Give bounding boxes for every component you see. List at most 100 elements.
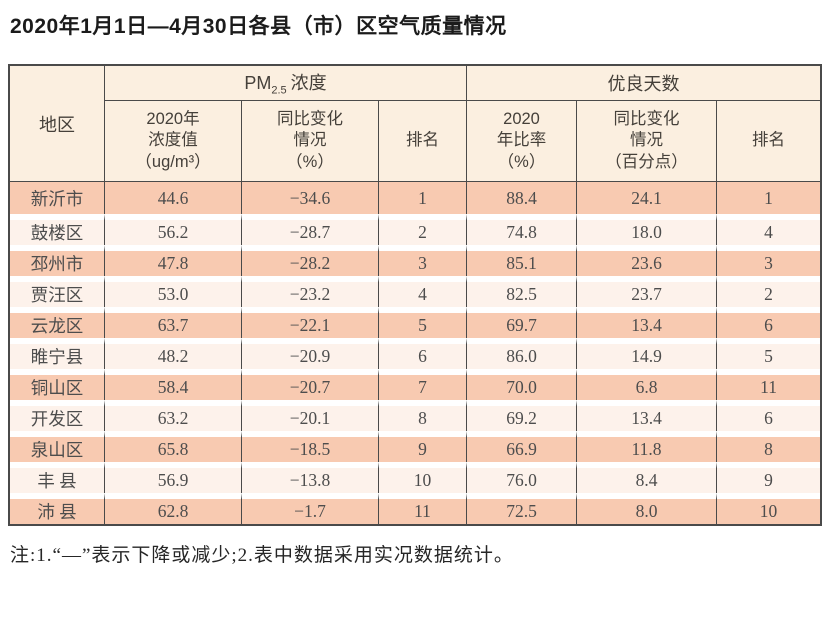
cell: 5: [379, 307, 468, 338]
table-row: 开发区 63.2 −20.1 8 69.2 13.4 6: [10, 400, 821, 431]
region-cell: 邳州市: [10, 245, 105, 276]
cell: 86.0: [467, 338, 578, 369]
cell: 18.0: [577, 214, 718, 245]
cell: 65.8: [105, 431, 242, 462]
header-pm25-group: PM2.5 浓度: [105, 66, 468, 100]
cell: 85.1: [467, 245, 578, 276]
table-row: 鼓楼区 56.2 −28.7 2 74.8 18.0 4: [10, 214, 821, 245]
cell: 1: [717, 181, 821, 214]
cell: 23.6: [577, 245, 718, 276]
cell: −28.2: [242, 245, 379, 276]
page-title: 2020年1月1日—4月30日各县（市）区空气质量情况: [10, 15, 507, 38]
cell: −20.1: [242, 400, 379, 431]
cell: 4: [717, 214, 821, 245]
cell: 88.4: [467, 181, 578, 214]
region-cell: 沛 县: [10, 493, 105, 524]
cell: 56.9: [105, 462, 242, 493]
cell: 13.4: [577, 307, 718, 338]
cell: 6.8: [577, 369, 718, 400]
cell: 69.2: [467, 400, 578, 431]
header-days-rank: 排名: [717, 100, 821, 181]
cell: 2: [379, 214, 468, 245]
cell: 11: [379, 493, 468, 524]
region-cell: 云龙区: [10, 307, 105, 338]
cell: 24.1: [577, 181, 718, 214]
header-pm25-change: 同比变化 情况 （%）: [242, 100, 379, 181]
cell: 69.7: [467, 307, 578, 338]
cell: 6: [379, 338, 468, 369]
cell: 70.0: [467, 369, 578, 400]
table-row: 丰 县 56.9 −13.8 10 76.0 8.4 9: [10, 462, 821, 493]
cell: 44.6: [105, 181, 242, 214]
pm25-subscript: 2.5: [271, 84, 287, 97]
header-days-change: 同比变化 情况 （百分点）: [577, 100, 718, 181]
cell: 82.5: [467, 276, 578, 307]
header-pm25-rank: 排名: [379, 100, 468, 181]
header-days-rate: 2020 年比率 （%）: [467, 100, 578, 181]
cell: −18.5: [242, 431, 379, 462]
cell: 2: [717, 276, 821, 307]
cell: −23.2: [242, 276, 379, 307]
cell: 63.2: [105, 400, 242, 431]
cell: 23.7: [577, 276, 718, 307]
region-cell: 开发区: [10, 400, 105, 431]
table-row: 泉山区 65.8 −18.5 9 66.9 11.8 8: [10, 431, 821, 462]
cell: 10: [379, 462, 468, 493]
header-region: 地区: [10, 66, 105, 181]
header-good-days-group: 优良天数: [467, 66, 821, 100]
cell: −20.9: [242, 338, 379, 369]
cell: 6: [717, 307, 821, 338]
cell: 1: [379, 181, 468, 214]
cell: 10: [717, 493, 821, 524]
cell: 8.0: [577, 493, 718, 524]
cell: 76.0: [467, 462, 578, 493]
cell: 8.4: [577, 462, 718, 493]
page: 2020年1月1日—4月30日各县（市）区空气质量情况 地区 PM2.5 浓度 优…: [8, 15, 823, 566]
cell: 11.8: [577, 431, 718, 462]
cell: 7: [379, 369, 468, 400]
cell: 47.8: [105, 245, 242, 276]
region-cell: 铜山区: [10, 369, 105, 400]
cell: 72.5: [467, 493, 578, 524]
region-cell: 贾汪区: [10, 276, 105, 307]
cell: 48.2: [105, 338, 242, 369]
cell: 66.9: [467, 431, 578, 462]
cell: 5: [717, 338, 821, 369]
cell: 14.9: [577, 338, 718, 369]
footnote: 注:1.“—”表示下降或减少;2.表中数据采用实况数据统计。: [10, 545, 514, 566]
region-cell: 泉山区: [10, 431, 105, 462]
cell: 74.8: [467, 214, 578, 245]
cell: −1.7: [242, 493, 379, 524]
pm25-suffix: 浓度: [290, 73, 327, 94]
table-row: 沛 县 62.8 −1.7 11 72.5 8.0 10: [10, 493, 821, 524]
table-row: 邳州市 47.8 −28.2 3 85.1 23.6 3: [10, 245, 821, 276]
table-row: 新沂市 44.6 −34.6 1 88.4 24.1 1: [10, 181, 821, 214]
cell: 9: [717, 462, 821, 493]
table-header: 地区 PM2.5 浓度 优良天数 2020年 浓度值 （ug/m³） 同比变化 情…: [10, 66, 821, 181]
region-cell: 新沂市: [10, 181, 105, 214]
cell: 8: [717, 431, 821, 462]
cell: −20.7: [242, 369, 379, 400]
cell: 9: [379, 431, 468, 462]
table-row: 铜山区 58.4 −20.7 7 70.0 6.8 11: [10, 369, 821, 400]
air-quality-table: 地区 PM2.5 浓度 优良天数 2020年 浓度值 （ug/m³） 同比变化 情…: [8, 64, 823, 526]
table-row: 云龙区 63.7 −22.1 5 69.7 13.4 6: [10, 307, 821, 338]
cell: 53.0: [105, 276, 242, 307]
region-cell: 鼓楼区: [10, 214, 105, 245]
cell: −34.6: [242, 181, 379, 214]
cell: 6: [717, 400, 821, 431]
cell: 62.8: [105, 493, 242, 524]
cell: 8: [379, 400, 468, 431]
table-row: 贾汪区 53.0 −23.2 4 82.5 23.7 2: [10, 276, 821, 307]
pm25-label: PM: [244, 73, 272, 94]
header-subhead-row: 2020年 浓度值 （ug/m³） 同比变化 情况 （%） 排名 2020 年比…: [10, 100, 821, 181]
table-body: 新沂市 44.6 −34.6 1 88.4 24.1 1 鼓楼区 56.2 −2…: [10, 181, 821, 524]
cell: 13.4: [577, 400, 718, 431]
cell: 3: [717, 245, 821, 276]
cell: 4: [379, 276, 468, 307]
cell: 63.7: [105, 307, 242, 338]
region-cell: 丰 县: [10, 462, 105, 493]
cell: 11: [717, 369, 821, 400]
region-cell: 睢宁县: [10, 338, 105, 369]
header-pm25-value: 2020年 浓度值 （ug/m³）: [105, 100, 242, 181]
